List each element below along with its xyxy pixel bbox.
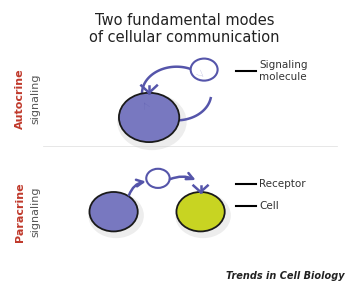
- Text: of cellular communication: of cellular communication: [89, 30, 280, 46]
- Text: signaling: signaling: [31, 73, 40, 124]
- Text: Paracrine: Paracrine: [15, 182, 24, 242]
- Text: signaling: signaling: [31, 186, 40, 237]
- Circle shape: [88, 193, 144, 238]
- Text: Cell: Cell: [259, 201, 279, 211]
- Circle shape: [175, 193, 231, 238]
- Text: Two fundamental modes: Two fundamental modes: [95, 13, 274, 28]
- Text: Autocrine: Autocrine: [15, 68, 24, 129]
- Circle shape: [146, 169, 170, 188]
- Circle shape: [176, 192, 225, 231]
- Text: Receptor: Receptor: [259, 179, 306, 189]
- Circle shape: [117, 93, 187, 150]
- Circle shape: [119, 93, 179, 142]
- Circle shape: [89, 192, 138, 231]
- Text: Signaling
molecule: Signaling molecule: [259, 60, 308, 82]
- Circle shape: [191, 59, 218, 81]
- Text: Trends in Cell Biology: Trends in Cell Biology: [226, 271, 344, 281]
